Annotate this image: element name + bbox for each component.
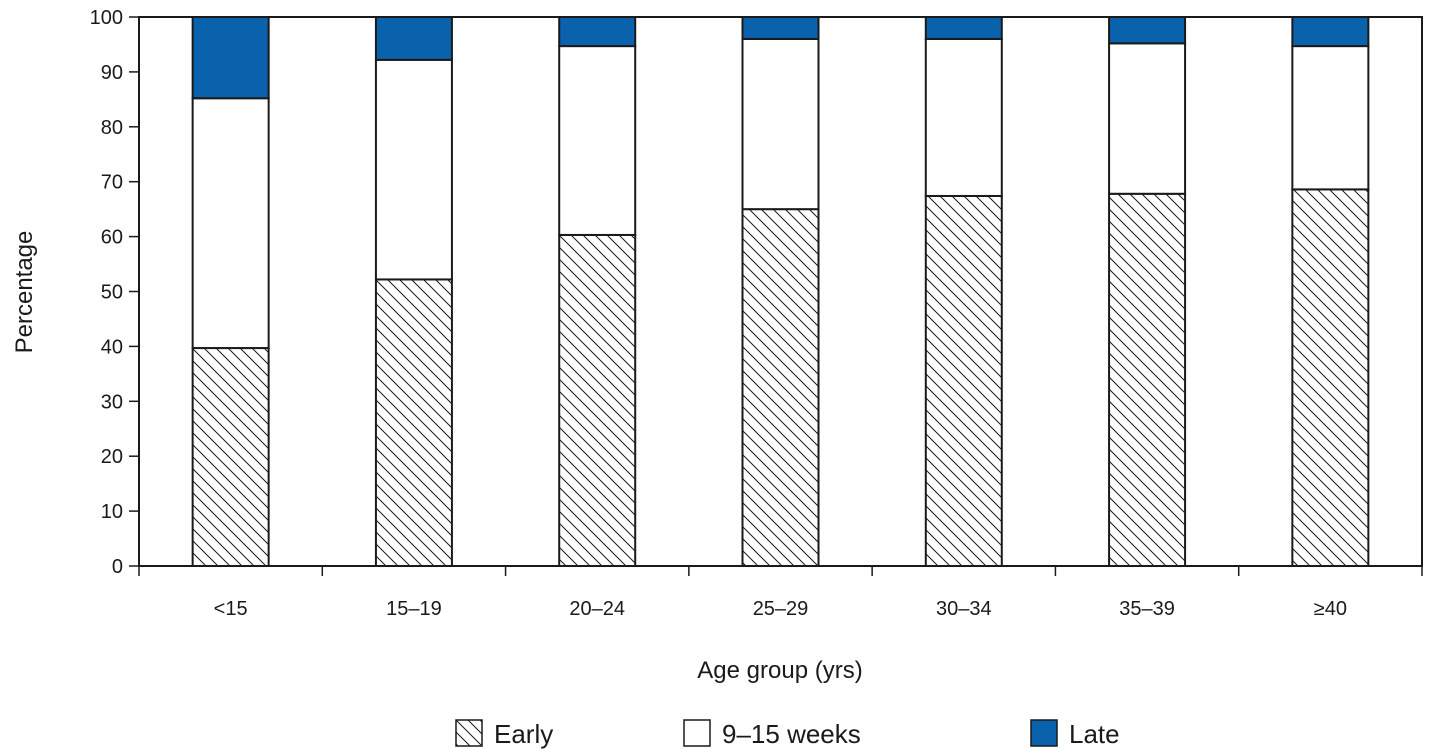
y-tick-label: 50 (101, 282, 123, 304)
y-axis-title: Percentage (11, 231, 38, 354)
bar-segment-late (558, 16, 637, 48)
bar-segment-late (1291, 16, 1370, 48)
x-axis-title: Age group (yrs) (697, 657, 862, 684)
x-tick-label: 25–29 (753, 598, 809, 620)
bar-segment-mid (1108, 42, 1187, 195)
bar-segment-early (374, 278, 453, 567)
bar-segment-late (1108, 16, 1187, 45)
bar-segment-early (191, 347, 270, 567)
bar-segment-late (741, 16, 820, 40)
bar-segment-late (374, 16, 453, 61)
y-tick-label: 70 (101, 172, 123, 194)
x-tick-label: 20–24 (569, 598, 625, 620)
bar-segment-early (741, 208, 820, 567)
y-tick-label: 10 (101, 501, 123, 523)
x-tick-label: 30–34 (936, 598, 992, 620)
y-tick-label: 60 (101, 227, 123, 249)
y-tick-label: 20 (101, 446, 123, 468)
y-axis: 0 10 20 30 40 50 60 70 80 90 100 (90, 7, 139, 578)
bar-segment-mid (1291, 45, 1370, 191)
bar-segment-mid (741, 37, 820, 211)
y-tick-label: 40 (101, 336, 123, 358)
bar-segment-early (1108, 192, 1187, 567)
legend-label-early: Early (494, 719, 553, 749)
x-tick-label: 15–19 (386, 598, 442, 620)
bar-segment-mid (924, 37, 1003, 197)
x-tick-label: <15 (214, 598, 248, 620)
x-axis: <15 15–19 20–24 25–29 30–34 35–39 ≥40 (138, 566, 1423, 620)
bar-segment-early (1291, 188, 1370, 568)
legend-swatch-early (455, 719, 483, 747)
bar-segment-early (558, 233, 637, 567)
legend: Early 9–15 weeks Late (455, 719, 1120, 749)
legend-swatch-late (1030, 719, 1058, 747)
legend-label-mid: 9–15 weeks (722, 719, 861, 749)
y-tick-label: 80 (101, 117, 123, 139)
bar-segment-mid (374, 58, 453, 281)
y-tick-label: 0 (112, 556, 123, 578)
legend-label-late: Late (1069, 719, 1120, 749)
bar-segment-mid (558, 45, 637, 236)
bar-segment-late (191, 16, 270, 100)
legend-swatch-mid (683, 719, 711, 747)
x-tick-label: ≥40 (1314, 598, 1347, 620)
y-tick-label: 90 (101, 62, 123, 84)
y-tick-label: 30 (101, 391, 123, 413)
bar-segment-late (924, 16, 1003, 40)
bar-segment-mid (191, 97, 270, 350)
bars (191, 16, 1370, 568)
y-tick-label: 100 (90, 7, 123, 29)
bar-segment-early (924, 194, 1003, 567)
x-tick-label: 35–39 (1119, 598, 1175, 620)
